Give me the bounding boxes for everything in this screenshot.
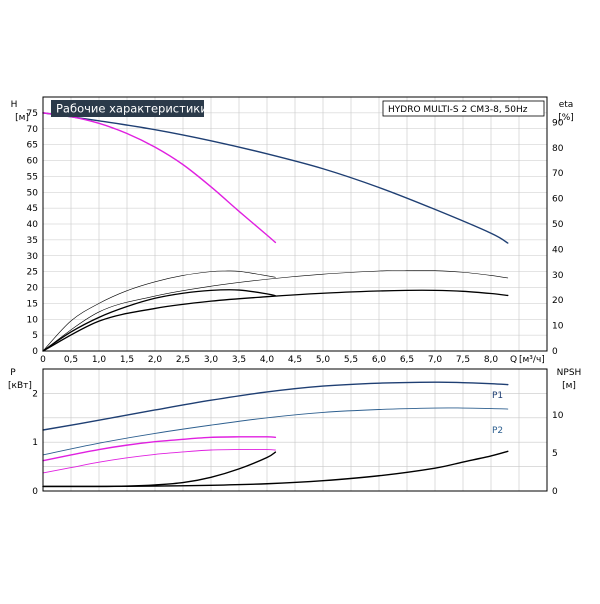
eta-tick-label: 50 <box>552 220 564 230</box>
top-series-0-line <box>42 112 509 244</box>
x-tick-label: 2,5 <box>176 355 190 365</box>
h-tick-label: 10 <box>27 315 39 325</box>
x-tick-label: 0 <box>40 355 46 365</box>
h-tick-label: 50 <box>27 188 39 198</box>
eta-tick-label: 10 <box>552 322 564 332</box>
h-tick-label: 20 <box>27 284 39 294</box>
series-label-p1: P1 <box>492 391 503 401</box>
eta-tick-label: 70 <box>552 169 564 179</box>
top-plot-frame <box>42 96 548 352</box>
bottom-series-p1-line <box>42 381 509 431</box>
x-tick-label: 4,0 <box>260 355 275 365</box>
x-tick-label: 0,5 <box>64 355 78 365</box>
h-tick-label: 35 <box>27 236 38 246</box>
eta-tick-label: 60 <box>552 195 564 205</box>
top-series-2-line <box>42 289 277 352</box>
series-label-p2: P2 <box>492 426 503 436</box>
bottom-series-5-line <box>42 450 509 488</box>
q-axis-unit: [м³/ч] <box>519 355 545 365</box>
x-tick-label: 6,5 <box>400 355 414 365</box>
h-tick-label: 40 <box>27 220 39 230</box>
h-axis-label: H <box>11 100 18 110</box>
x-tick-label: 5,5 <box>344 355 358 365</box>
top-grid <box>43 96 547 351</box>
p-axis-unit: [кВт] <box>8 381 32 391</box>
bottom-plot-frame <box>42 368 548 492</box>
x-tick-label: 1,0 <box>92 355 107 365</box>
npsh-axis-unit: [м] <box>562 381 576 391</box>
eta-tick-label: 30 <box>552 271 564 281</box>
x-tick-label: 2,0 <box>148 355 163 365</box>
p-tick-label: 1 <box>32 438 38 448</box>
h-tick-label: 0 <box>32 347 38 357</box>
x-tick-label: 7,5 <box>456 355 470 365</box>
top-series-3-line <box>42 289 509 352</box>
x-tick-label: 3,5 <box>232 355 246 365</box>
x-tick-label: 3,0 <box>204 355 219 365</box>
model-label-box <box>382 100 545 117</box>
h-tick-label: 30 <box>27 252 39 262</box>
eta-tick-label: 40 <box>552 245 564 255</box>
bottom-series-3-line <box>42 449 276 474</box>
h-tick-label: 15 <box>27 299 38 309</box>
bottom-series-2-line <box>42 436 277 462</box>
eta-tick-label: 80 <box>552 144 564 154</box>
x-tick-label: 7,0 <box>428 355 443 365</box>
ticks-layer: 0 0,5 1,0 1,5 2,0 2,5 3,0 3,5 4,0 4,5 5,0 5,5 6,0 6,5… <box>27 109 564 497</box>
series-layer <box>42 112 509 488</box>
eta-tick-label: 90 <box>552 118 564 128</box>
p-tick-label: 0 <box>32 487 38 497</box>
x-tick-label: 6,0 <box>372 355 387 365</box>
chart-title-badge <box>51 100 204 117</box>
h-tick-label: 5 <box>32 331 38 341</box>
eta-axis-label: eta <box>559 100 574 110</box>
top-series-4-line <box>42 270 276 352</box>
h-tick-label: 65 <box>27 141 38 151</box>
npsh-axis-label: NPSH <box>557 368 582 378</box>
x-tick-label: 5,0 <box>316 355 331 365</box>
npsh-tick-label: 5 <box>552 449 558 459</box>
top-series-1-line <box>42 112 277 244</box>
chart-title: Рабочие характеристики <box>56 102 208 116</box>
h-tick-label: 60 <box>27 157 39 167</box>
bottom-grid <box>43 369 547 491</box>
top-series-5-line <box>42 270 509 352</box>
x-tick-label: 8,0 <box>484 355 499 365</box>
p-axis-label: P <box>10 368 16 378</box>
npsh-tick-label: 10 <box>552 411 564 421</box>
model-label: HYDRO MULTI-S 2 CM3-8, 50Hz <box>388 105 528 115</box>
q-axis-label: Q <box>510 355 517 365</box>
h-tick-label: 45 <box>27 204 38 214</box>
x-tick-label: 1,5 <box>120 355 134 365</box>
h-tick-label: 55 <box>27 172 38 182</box>
h-tick-label: 25 <box>27 268 38 278</box>
h-tick-label: 70 <box>27 125 39 135</box>
eta-axis-unit: [%] <box>558 113 574 123</box>
x-tick-label: 4,5 <box>288 355 302 365</box>
h-axis-unit: [м] <box>15 113 29 123</box>
npsh-tick-label: 0 <box>552 487 558 497</box>
p-tick-label: 2 <box>32 389 38 399</box>
h-tick-label: 75 <box>27 109 38 119</box>
eta-tick-label: 0 <box>552 347 558 357</box>
eta-tick-label: 20 <box>552 296 564 306</box>
bottom-series-p2-line <box>42 407 509 456</box>
